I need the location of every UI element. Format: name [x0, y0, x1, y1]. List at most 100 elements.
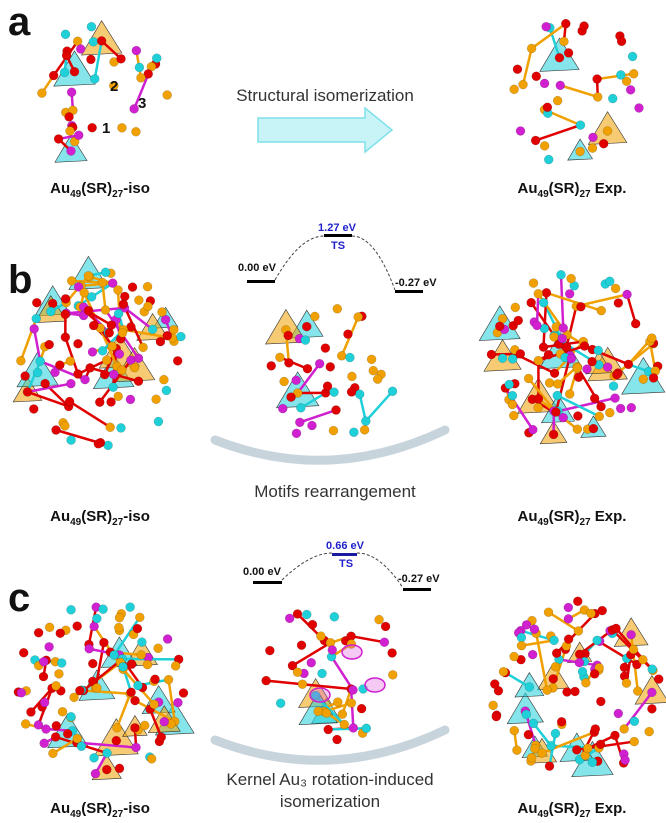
structure-b-exp-atom — [594, 411, 605, 422]
structure-b-iso-atom — [35, 356, 45, 366]
structure-b-ts-bond — [296, 362, 321, 394]
structure-c-ts-atom — [348, 685, 358, 695]
structure-b-iso-atom — [134, 295, 144, 305]
structure-c-exp-atom — [619, 662, 630, 673]
structure-a-iso-atom — [53, 134, 64, 144]
structure-c-iso-atom — [114, 763, 125, 774]
structure-c-iso-atom — [133, 680, 143, 691]
structure-c-iso-atom — [170, 661, 181, 671]
structure-c-iso-atom — [72, 733, 83, 744]
structure-c-exp-atom — [516, 632, 527, 643]
structure-b-iso-bond — [32, 328, 42, 362]
structure-c-ts-bond — [314, 694, 346, 726]
structure-b-iso-atom — [151, 394, 161, 404]
structure-c-iso-atom — [57, 706, 68, 717]
structure-b-exp-atom — [533, 394, 544, 404]
structure-b-ts-atom — [296, 403, 306, 413]
structure-c-iso-atom — [44, 622, 55, 633]
highlight-ellipse — [309, 687, 331, 703]
structure-b-iso-atom — [73, 338, 83, 349]
structure-c-exp-atom — [551, 648, 562, 658]
structure-b-iso-atom — [83, 271, 94, 281]
structure-b-exp-atom — [638, 374, 649, 384]
structure-b-iso-atom — [133, 376, 144, 386]
structure-b-exp-atom — [558, 323, 568, 333]
structure-b-exp-atom — [612, 369, 622, 380]
site-number-1: 1 — [102, 120, 111, 137]
structure-a-exp-atom — [554, 52, 565, 63]
structure-b-ts-atom — [300, 335, 311, 345]
structure-b-exp-atom — [573, 411, 583, 421]
structure-a-iso-atom — [59, 67, 70, 78]
structure-b-iso-atom — [66, 378, 76, 389]
structure-b-exp-atom — [507, 390, 518, 401]
structure-c-iso-atom — [33, 627, 44, 638]
site-number-2: 2 — [110, 78, 119, 95]
structure-c-iso-atom — [114, 622, 124, 633]
structure-a-exp-bond — [530, 22, 567, 50]
structure-b-iso-atom — [66, 276, 77, 286]
structure-b-iso-atom — [29, 324, 39, 334]
structure-c-exp-atom — [574, 657, 585, 668]
structure-b-iso-atom — [65, 356, 76, 366]
structure-c-ts-atom — [332, 734, 342, 745]
energy-end-c: -0.27 eV — [398, 573, 440, 585]
structure-b-exp-atom — [566, 353, 577, 364]
structure-a-iso-atom — [116, 54, 126, 64]
structure-b-exp-atom — [564, 389, 575, 399]
structure-b-iso-atom — [161, 385, 172, 396]
structure-b-ts-atom — [295, 417, 305, 428]
structure-b-iso-atom — [127, 282, 138, 292]
structure-b-ts-atom — [314, 358, 325, 369]
structure-c-iso-atom — [163, 674, 174, 685]
structure-b-ts-atom — [353, 312, 363, 322]
structure-c-exp-atom — [621, 678, 632, 688]
structure-b-iso-bond — [64, 336, 80, 375]
structure-c-exp-atom — [573, 596, 583, 607]
energy-level-end-c — [403, 588, 431, 591]
structure-c-iso-bond — [167, 679, 176, 722]
structure-c-iso-atom — [156, 732, 167, 742]
structure-c-exp-atom — [529, 624, 540, 634]
structure-b-exp-bond — [559, 274, 565, 329]
structure-c-ts-atom — [317, 668, 327, 679]
structure-c-ts-atom — [265, 645, 275, 656]
structure-b-iso-atom — [159, 374, 169, 385]
structure-a-exp-atom — [575, 146, 585, 157]
structure-b-exp-atom — [507, 399, 518, 410]
structure-c-iso-atom — [89, 621, 99, 632]
structure-b-iso-atom — [118, 299, 129, 309]
structure-c-exp-atom — [597, 605, 607, 616]
structure-b-ts-atom — [286, 392, 296, 402]
structure-c-exp-atom — [516, 640, 527, 651]
structure-b-ts-bond — [279, 356, 308, 370]
structure-c-ts-atom — [346, 639, 357, 649]
structure-c-exp-atom — [550, 728, 561, 739]
structure-b-exp-atom — [494, 321, 505, 332]
structure-b-ts-atom — [332, 304, 343, 314]
structure-b-exp-atom — [605, 407, 615, 418]
structure-b-iso-atom — [107, 278, 118, 288]
structure-a-exp-atom — [542, 102, 553, 113]
structure-a-iso-atom — [90, 74, 100, 84]
structure-b-iso-atom — [79, 287, 89, 298]
structure-c-exp-atom — [524, 682, 535, 692]
structure-a-exp-atom — [512, 64, 523, 74]
structure-b-exp-atom — [582, 364, 592, 374]
structure-b-ts-atom — [307, 420, 317, 431]
structure-c-ts-atom — [275, 698, 286, 708]
structure-c-iso-atom — [33, 720, 44, 730]
structure-a-exp-atom — [625, 85, 636, 95]
structure-a-iso-atom — [86, 21, 97, 32]
structure-a-iso-atom — [109, 80, 119, 91]
structure-c-iso-atom — [132, 623, 143, 634]
structure-b-ts-bond — [299, 408, 337, 424]
structure-a-iso-atom — [162, 90, 172, 100]
structure-a-exp-atom — [509, 84, 519, 95]
structure-c-ts-atom — [379, 637, 390, 647]
structure-c-iso-atom — [92, 683, 102, 693]
structure-c-ts-atom — [380, 621, 391, 632]
structure-b-exp-atom — [558, 412, 568, 423]
structure-c-iso-atom — [140, 720, 150, 731]
structure-b-exp-atom — [532, 320, 542, 331]
